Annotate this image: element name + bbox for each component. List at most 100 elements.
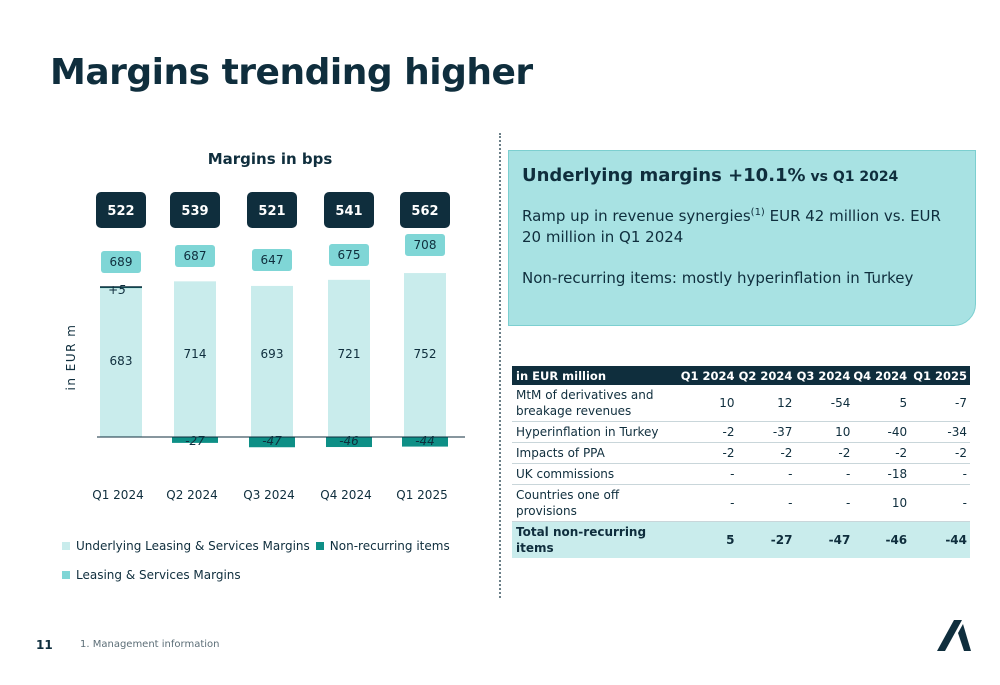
company-logo [937,620,971,651]
table-cell: -34 [910,421,970,443]
bar-nonrecurring-label: +5 [108,283,126,297]
callout-synergies-text: Ramp up in revenue synergies(1) EUR 42 m… [522,202,962,248]
table-total-cell: 5 [679,521,738,558]
table-cell: 10 [679,385,738,422]
table-cell: 10 [795,421,854,443]
table-cell: - [679,463,738,485]
bar-nonrecurring-label: -46 [339,434,359,448]
callout-p1-sup: (1) [750,207,765,218]
table-total-cell: -46 [853,521,911,558]
table-total-label: Total non-recurring items [512,521,680,558]
table-row-label: UK commissions [512,463,680,485]
bar-nonrecurring-label: -47 [262,434,282,448]
dotted-divider [499,133,501,598]
callout-headline: Underlying margins +10.1% vs Q1 2024 [522,165,962,186]
table-row: Countries one off provisions - - - 10 - [512,484,970,522]
table-header-cell: Q2 2024 [737,366,796,385]
bps-label: 541 [335,204,362,219]
bps-box [96,192,146,228]
bps-box [324,192,374,228]
table-row: Hyperinflation in Turkey -2 -37 10 -40 -… [512,421,970,443]
bps-box [170,192,220,228]
table-cell: 10 [853,484,911,522]
x-tick-label: Q1 2024 [92,488,143,502]
bar-total-box [405,234,445,256]
table-row-label: MtM of derivatives and breakage revenues [512,385,680,422]
callout-nonrecurring-text: Non-recurring items: mostly hyperinflati… [522,269,914,287]
bps-label: 539 [181,204,208,219]
table-header-cell: Q4 2024 [853,366,911,385]
legend-label-underlying: Underlying Leasing & Services Margins [76,539,310,553]
nonrecurring-table: in EUR million Q1 2024 Q2 2024 Q3 2024 Q… [512,366,970,558]
table-cell: - [910,484,970,522]
legend-swatch-total [62,571,70,579]
bar-underlying-label: 721 [338,347,361,361]
table-row: Impacts of PPA -2 -2 -2 -2 -2 [512,442,970,464]
table-cell: -2 [679,421,738,443]
table-cell: - [795,484,854,522]
bar-nonrecurring-label: -44 [415,434,435,448]
bar-underlying [100,288,142,437]
table-row-label: Countries one off provisions [512,484,680,522]
table-cell: -2 [910,442,970,464]
margins-chart: in EUR m 683 +5 689 522 Q1 2024 714 -27 687 539 Q2… [64,192,465,502]
table-cell: -40 [853,421,911,443]
table-cell: - [795,463,854,485]
table-cell: 12 [737,385,796,422]
table-cell: - [910,463,970,485]
bar-underlying [174,281,216,437]
table-cell: -2 [853,442,911,464]
bar-underlying [404,273,446,437]
bar-total-label: 675 [338,248,361,262]
table-cell: -7 [910,385,970,422]
table-cell: - [737,463,796,485]
table-total-cell: -44 [910,521,970,558]
legend-swatch-nonrecurring [315,542,324,550]
legend-swatch-underlying [62,542,70,550]
bar-nonrecurring [172,437,218,443]
x-tick-label: Q3 2024 [243,488,294,502]
callout-p1-end: EUR 42 million vs. EUR 20 million in Q1 … [522,207,941,246]
table-cell: -37 [737,421,796,443]
callout-box: Underlying margins +10.1% vs Q1 2024 Ram… [508,150,976,326]
legend-label-total: Leasing & Services Margins [76,568,241,582]
table-header-row: in EUR million Q1 2024 Q2 2024 Q3 2024 Q… [512,366,970,385]
x-tick-label: Q2 2024 [166,488,217,502]
bar-underlying-label: 714 [184,347,207,361]
bar-nonrecurring [249,437,295,448]
table-header-cell: in EUR million [512,366,680,385]
table-cell: -54 [795,385,854,422]
bar-total-label: 708 [414,238,437,252]
bar-total-label: 689 [110,255,133,269]
bar-nonrecurring [326,437,372,448]
x-tick-label: Q1 2025 [396,488,447,502]
table-row-label: Impacts of PPA [512,442,680,464]
table-row: MtM of derivatives and breakage revenues… [512,385,970,422]
bar-underlying-label: 683 [110,354,133,368]
table-cell: -2 [737,442,796,464]
page-title: Margins trending higher [50,52,533,93]
bps-label: 562 [411,204,438,219]
bar-total-box [101,251,141,273]
bps-label: 521 [258,204,285,219]
table-cell: - [679,484,738,522]
table-header-cell: Q1 2025 [910,366,970,385]
callout-p1-start: Ramp up in revenue synergies [522,207,751,225]
x-tick-label: Q4 2024 [320,488,371,502]
bar-underlying [251,285,293,437]
legend-row-1: Underlying Leasing & Services Margins No… [62,539,450,553]
bar-total-box [252,249,292,271]
callout-headline-main: Underlying margins +10.1% [522,165,806,186]
table-cell: 5 [853,385,911,422]
bar-total-label: 687 [184,249,207,263]
page-number: 11 [36,638,53,652]
table-header-cell: Q1 2024 [679,366,738,385]
table-cell: - [737,484,796,522]
bps-box [400,192,450,228]
legend-row-2: Leasing & Services Margins [62,568,241,582]
table-total-cell: -47 [795,521,854,558]
bar-total-box [329,244,369,266]
footnote: 1. Management information [80,639,220,650]
bar-total-box [175,245,215,267]
table-row: UK commissions - - - -18 - [512,463,970,485]
